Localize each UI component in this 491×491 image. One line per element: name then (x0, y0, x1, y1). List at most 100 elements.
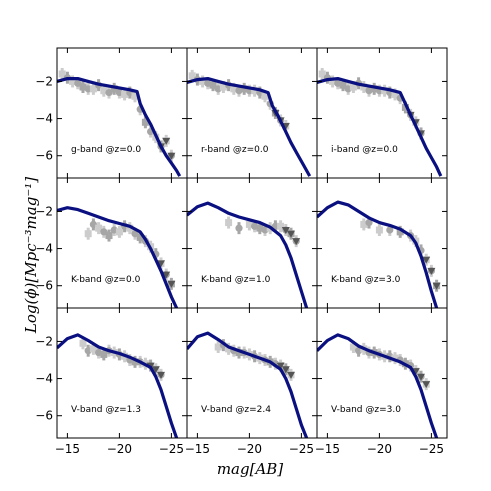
data-point-triangle (422, 256, 431, 264)
data-point (115, 228, 123, 236)
plot-area (317, 333, 439, 438)
x-tick-label: −20 (237, 442, 262, 456)
panel-v-band-z-2-4: −15 −20 −25 V-band @z=2.4 (185, 307, 318, 456)
panel-frame (56, 307, 188, 439)
panel-i-band-z-0-0: i-band @z=0.0 (316, 47, 448, 179)
panel-v-band-z-3-0: −15 −20 −25 V-band @z=3.0 (315, 307, 448, 456)
data-point (131, 358, 139, 366)
data-point-triangle (162, 271, 171, 279)
data-point (100, 87, 108, 95)
panel-k-band-z-0-0: −2 −4 −6 K-band @z=0.0 (35, 177, 188, 309)
data-point (214, 343, 222, 351)
data-point-triangle (276, 362, 285, 370)
panel-frame (186, 307, 318, 439)
data-point-triangle (292, 238, 301, 246)
y-axis-label: Log(ϕ)[Mpc⁻³mag⁻¹] (22, 177, 40, 334)
data-point (225, 345, 233, 353)
plot-area (317, 200, 441, 308)
data-point (256, 224, 264, 232)
data-point-triangle (167, 152, 176, 160)
data-point (219, 83, 227, 91)
data-point (261, 92, 269, 100)
data-point (235, 349, 243, 357)
plot-area (57, 68, 182, 177)
data-point-triangle (427, 267, 436, 275)
data-point (141, 118, 149, 126)
panel-label: K-band @z=0.0 (71, 275, 141, 285)
model-curve (187, 331, 309, 438)
data-point-triangle (281, 366, 290, 374)
model-curve (57, 77, 182, 177)
data-point-triangle (287, 371, 295, 379)
model-curve (57, 206, 179, 308)
data-point (339, 81, 347, 89)
data-point (277, 222, 285, 230)
data-point (95, 224, 103, 232)
panel-label: V-band @z=1.3 (71, 405, 141, 415)
data-point (349, 83, 357, 91)
y-tick-label: −4 (35, 372, 53, 386)
model-curve (57, 333, 179, 438)
data-point (105, 232, 113, 240)
data-point (89, 345, 97, 353)
data-point (235, 224, 243, 232)
y-tick-label: −6 (35, 149, 53, 163)
data-point (79, 83, 87, 91)
panel-frame (316, 307, 448, 439)
y-tick-label: −2 (35, 334, 53, 348)
data-point (251, 87, 259, 95)
model-curve (317, 200, 439, 308)
x-axis-label: mag[AB] (217, 460, 283, 478)
panel-frame (316, 47, 448, 179)
panel-frame (316, 177, 448, 309)
data-point (365, 218, 373, 227)
model-curve (187, 201, 309, 308)
panel-r-band-z-0-0: r-band @z=0.0 (186, 47, 318, 179)
data-point-triangle (287, 230, 295, 238)
data-point (58, 70, 66, 78)
data-point (381, 87, 389, 95)
data-point (391, 90, 399, 98)
data-point (245, 220, 253, 228)
panel-frame (186, 47, 318, 179)
x-tick-label: −25 (419, 442, 444, 456)
y-tick-label: −4 (35, 242, 53, 256)
plot-area (187, 69, 312, 177)
panel-k-band-z-3-0: K-band @z=3.0 (316, 177, 448, 309)
panel-label: V-band @z=2.4 (201, 405, 271, 415)
x-tick-label: −15 (185, 442, 210, 456)
panel-label: r-band @z=0.0 (201, 145, 269, 155)
y-tick-label: −2 (35, 74, 53, 88)
plot-area (187, 201, 309, 308)
data-point (396, 228, 404, 236)
data-point-triangle (167, 280, 176, 288)
data-point-triangle (157, 371, 165, 379)
data-point-triangle (422, 381, 431, 389)
y-tick-label: −4 (35, 112, 53, 126)
data-point (84, 230, 92, 238)
panel-v-band-z-1-3: −2 −4 −6 −15 −20 −25 V-band @z=1.3 (35, 307, 188, 456)
panel-grid: −2 −4 −6 g-band @z=0.0 r-band @z=0.0 i-band @… (35, 47, 448, 456)
model-curve (187, 77, 312, 177)
data-point (69, 77, 77, 85)
x-tick-label: −25 (289, 442, 314, 456)
plot-area (187, 331, 309, 438)
data-point (121, 90, 129, 98)
x-tick-label: −20 (367, 442, 392, 456)
model-curve (317, 333, 439, 438)
panel-label: i-band @z=0.0 (331, 145, 398, 155)
data-point (391, 354, 399, 362)
data-point-triangle (432, 282, 441, 290)
x-tick-label: −20 (107, 442, 132, 456)
data-point (375, 226, 383, 234)
data-point (370, 85, 378, 93)
data-point (240, 85, 248, 93)
panel-label: K-band @z=3.0 (331, 275, 401, 285)
data-point (360, 220, 368, 228)
data-point (126, 224, 134, 232)
data-point (230, 85, 238, 93)
data-point (100, 350, 108, 358)
plot-area (317, 68, 443, 177)
data-point (110, 85, 118, 93)
